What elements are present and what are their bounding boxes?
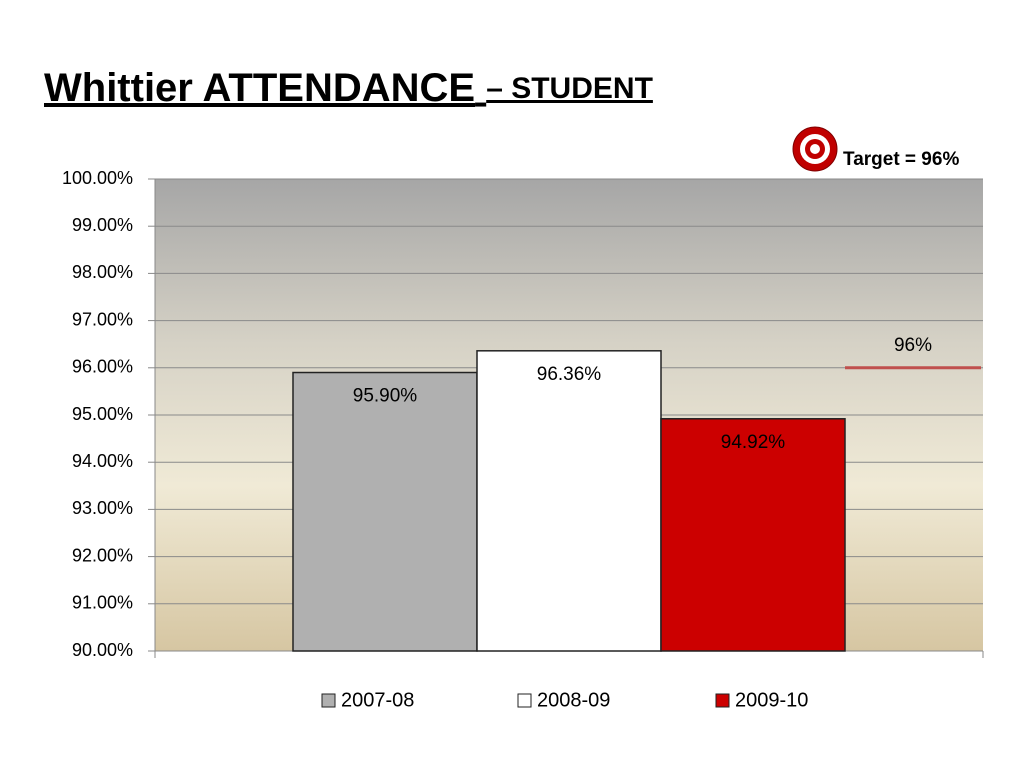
target-annotation: Target = 96%: [843, 149, 959, 170]
legend-label: 2008-09: [537, 689, 610, 711]
bar: [292, 371, 478, 652]
legend-swatch: [715, 693, 730, 708]
title-suffix: – STUDENT: [486, 72, 653, 105]
data-label: 94.92%: [721, 432, 786, 453]
y-tick-label: 95.00%: [72, 404, 133, 424]
data-label: 95.90%: [353, 386, 418, 407]
legend-swatch: [517, 693, 532, 708]
y-tick-label: 100.00%: [62, 168, 133, 188]
legend-swatch: [321, 693, 336, 708]
y-tick-label: 91.00%: [72, 593, 133, 613]
legend-label: 2007-08: [341, 689, 414, 711]
y-tick-label: 97.00%: [72, 309, 133, 329]
y-tick-label: 96.00%: [72, 357, 133, 377]
data-label: 96.36%: [537, 364, 602, 385]
y-tick-label: 94.00%: [72, 451, 133, 471]
y-tick-label: 98.00%: [72, 262, 133, 282]
y-tick-label: 93.00%: [72, 498, 133, 518]
target-label: 96%: [894, 335, 932, 356]
y-tick-label: 90.00%: [72, 640, 133, 660]
bar: [476, 350, 662, 652]
legend-label: 2009-10: [735, 689, 808, 711]
title-main: Whittier ATTENDANCE: [44, 66, 475, 110]
y-tick-label: 92.00%: [72, 545, 133, 565]
bar: [660, 418, 846, 652]
target-icon: [792, 126, 838, 172]
slide-title: Whittier ATTENDANCE – STUDENT: [44, 66, 653, 110]
y-tick-label: 99.00%: [72, 215, 133, 235]
